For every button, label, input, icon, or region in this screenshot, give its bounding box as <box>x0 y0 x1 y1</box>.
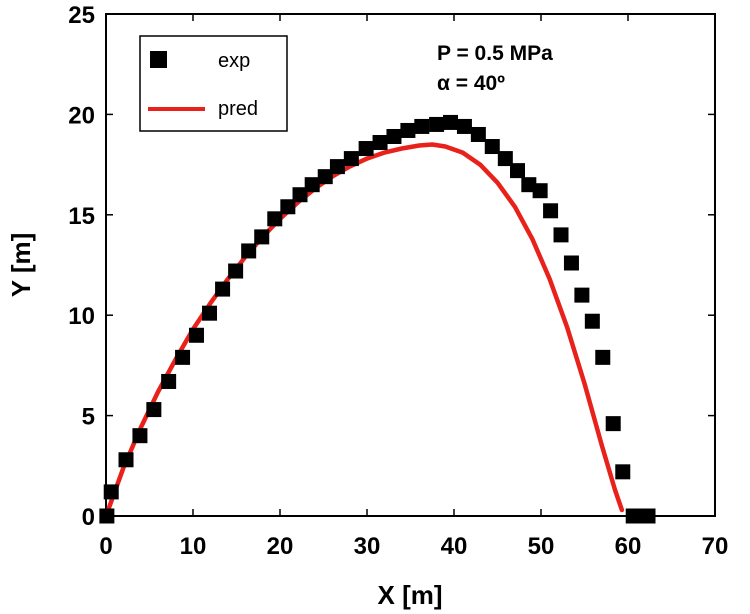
exp-point <box>304 177 320 193</box>
exp-point <box>280 199 296 215</box>
exp-point <box>228 263 244 279</box>
exp-point <box>146 402 162 418</box>
exp-point <box>267 211 283 227</box>
exp-point <box>584 313 600 329</box>
exp-point <box>532 183 548 199</box>
exp-point <box>215 281 231 297</box>
x-tick-label: 60 <box>615 533 642 560</box>
exp-point <box>640 508 656 524</box>
exp-point <box>175 349 191 365</box>
exp-point <box>343 151 359 167</box>
exp-point <box>543 203 559 219</box>
y-tick-label: 5 <box>82 404 95 431</box>
x-tick-label: 0 <box>99 533 112 560</box>
series-layer <box>99 114 656 524</box>
x-tick-label: 20 <box>267 533 294 560</box>
exp-point <box>521 177 537 193</box>
exp-point <box>118 452 134 468</box>
y-tick-label: 15 <box>68 203 95 230</box>
exp-point <box>292 187 308 203</box>
exp-point <box>470 126 486 142</box>
x-axis-title: X [m] <box>378 580 443 610</box>
legend-pred-label: pred <box>218 98 258 120</box>
exp-point <box>414 118 430 134</box>
exp-point <box>429 116 445 132</box>
y-tick-label: 20 <box>68 102 95 129</box>
exp-point <box>553 227 569 243</box>
y-tick-label: 0 <box>82 504 95 531</box>
pred-line <box>103 142 625 519</box>
annotation-pressure: P = 0.5 MPa <box>437 42 553 65</box>
exp-point <box>372 135 388 151</box>
x-axis-ticks: 0 10 20 30 40 50 60 70 <box>99 14 728 560</box>
legend-exp-label: exp <box>218 50 250 72</box>
y-axis-ticks: 0 5 10 15 20 25 <box>68 2 715 531</box>
x-tick-label: 40 <box>441 533 468 560</box>
exp-point <box>497 151 513 167</box>
exp-point <box>317 169 333 185</box>
exp-point <box>563 255 579 271</box>
exp-point <box>484 139 500 155</box>
annotation-angle: α = 40º <box>437 72 505 95</box>
exp-point <box>400 122 416 138</box>
y-axis-title: Y [m] <box>6 233 36 298</box>
exp-point <box>358 141 374 157</box>
y-tick-label: 25 <box>68 2 95 29</box>
y-tick-label: 10 <box>68 303 95 330</box>
legend: exp pred <box>139 35 288 132</box>
exp-point <box>386 128 402 144</box>
exp-point <box>202 305 218 321</box>
exp-point <box>103 484 119 500</box>
exp-point <box>161 373 177 389</box>
x-tick-label: 10 <box>180 533 207 560</box>
legend-exp-marker <box>150 51 167 68</box>
exp-point <box>510 163 526 179</box>
x-tick-label: 50 <box>528 533 555 560</box>
exp-point <box>605 416 621 432</box>
exp-point <box>132 428 148 444</box>
exp-point <box>254 229 270 245</box>
exp-point <box>443 114 459 130</box>
exp-point <box>456 118 472 134</box>
exp-point <box>329 159 345 175</box>
legend-box <box>139 35 288 132</box>
exp-point <box>595 349 611 365</box>
exp-point <box>188 327 204 343</box>
exp-point <box>615 464 631 480</box>
exp-point <box>99 508 115 524</box>
exp-point <box>574 287 590 303</box>
exp-point <box>241 243 257 259</box>
x-tick-label: 30 <box>354 533 381 560</box>
plot-frame <box>105 13 716 517</box>
x-tick-label: 70 <box>702 533 729 560</box>
